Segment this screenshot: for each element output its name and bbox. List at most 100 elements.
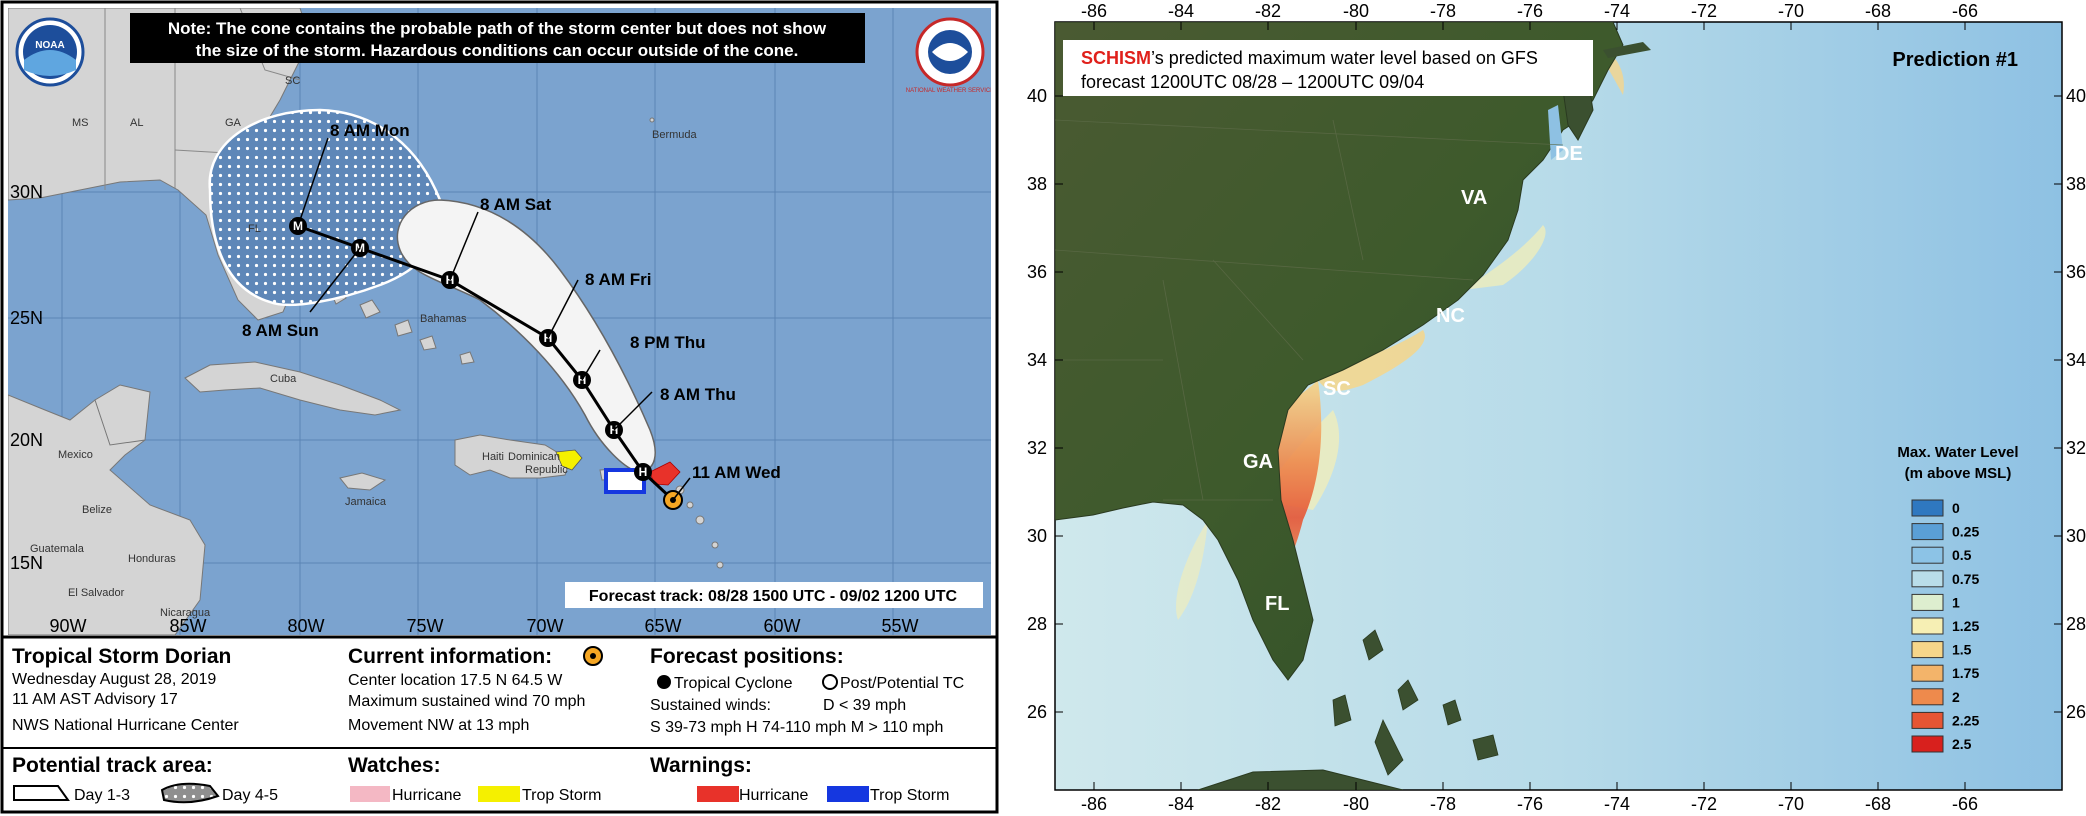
top-lon-82: -82 (1255, 1, 1281, 21)
legend-swatch (1911, 523, 1944, 541)
bottom-lon-74: -74 (1604, 794, 1630, 814)
track-label-8am-sat: 8 AM Sat (480, 195, 552, 214)
legend-swatch (1911, 499, 1944, 517)
day1-3-swatch-icon (13, 785, 70, 801)
storm-date: Wednesday August 28, 2019 (12, 671, 216, 688)
bottom-lon-70: -70 (1778, 794, 1804, 814)
lon-65w: 65W (644, 616, 681, 636)
graticule (8, 8, 991, 635)
region-fl: FL (248, 223, 261, 235)
left-lat-32: 32 (1027, 438, 1047, 458)
region-ga: GA (225, 117, 242, 129)
forecast-title: Forecast positions: (650, 645, 844, 668)
lat-15n: 15N (10, 553, 43, 573)
legend-swatch (1911, 664, 1944, 682)
warnings-hurricane: Hurricane (739, 787, 808, 804)
forecast-shm: S 39-73 mph H 74-110 mph M > 110 mph (650, 719, 943, 736)
region-ms: MS (72, 117, 89, 129)
top-lon-70: -70 (1778, 1, 1804, 21)
region-republic: Republic (525, 464, 568, 476)
right-lat-38: 38 (2066, 174, 2086, 194)
trop-storm-watch (555, 449, 583, 471)
lon-70w: 70W (526, 616, 563, 636)
track-area-title: Potential track area: (12, 754, 213, 777)
trop-storm-warning-swatch (827, 786, 869, 802)
day4-5-swatch-icon (160, 782, 220, 804)
lon-85w: 85W (169, 616, 206, 636)
region-cuba: Cuba (270, 373, 297, 385)
legend-swatch (1911, 593, 1944, 611)
post-tc-icon (822, 674, 838, 690)
trop-storm-watch-swatch (478, 786, 520, 802)
legend-label: 0.75 (1952, 571, 1979, 587)
water-level-legend: Max. Water Level (m above MSL) 0 0.25 0.5 0… (1897, 444, 2019, 753)
warnings-trop: Trop Storm (870, 787, 949, 804)
legend-swatch (1911, 570, 1944, 588)
lon-90w: 90W (49, 616, 86, 636)
top-lon-86: -86 (1081, 1, 1107, 21)
top-lon-68: -68 (1865, 1, 1891, 21)
bottom-lon-82: -82 (1255, 794, 1281, 814)
marker-h-1: H (639, 465, 648, 479)
track-label-8pm-thu: 8 PM Thu (630, 333, 706, 352)
top-lon-72: -72 (1691, 1, 1717, 21)
cone-day1-3 (396, 199, 656, 473)
warnings-title: Warnings: (650, 754, 752, 777)
region-nicaragua: Nicaragua (160, 607, 211, 619)
current-wind: Maximum sustained wind 70 mph (348, 693, 585, 710)
track-label-8am-sun: 8 AM Sun (242, 321, 319, 340)
title-rest: ’s predicted maximum water level based o… (1151, 48, 1538, 68)
lon-55w: 55W (881, 616, 918, 636)
storm-center: NWS National Hurricane Center (12, 717, 239, 734)
right-lat-36: 36 (2066, 262, 2086, 282)
storm-advisory: 11 AM AST Advisory 17 (12, 691, 178, 708)
lat-30n: 30N (10, 182, 43, 202)
top-lon-74: -74 (1604, 1, 1630, 21)
right-lat-30: 30 (2066, 526, 2086, 546)
legend-title-1: Max. Water Level (1897, 444, 2018, 461)
legend-swatch (1911, 641, 1944, 659)
legend-swatch (1911, 735, 1944, 753)
state-fl: FL (1265, 593, 1289, 615)
lat-25n: 25N (10, 308, 43, 328)
track-label-8am-thu: 8 AM Thu (660, 385, 736, 404)
legend-label: 2.25 (1952, 712, 1979, 728)
legend-label: 2.5 (1952, 736, 1972, 752)
right-lat-26: 26 (2066, 702, 2086, 722)
state-sc: SC (1323, 378, 1351, 400)
region-haiti: Haiti (482, 451, 504, 463)
bottom-lon-68: -68 (1865, 794, 1891, 814)
region-honduras: Honduras (128, 553, 176, 565)
track-area-day13: Day 1-3 (74, 787, 130, 804)
legend-label: 0.25 (1952, 524, 1979, 540)
legend-swatch (1911, 688, 1944, 706)
us-land (1055, 22, 1624, 681)
watches-trop: Trop Storm (522, 787, 601, 804)
bottom-lon-66: -66 (1952, 794, 1978, 814)
nhc-cone-panel: H H H H H M M 8 AM Mon 8 AM Sat 8 AM Fri… (0, 0, 1003, 816)
legend-label: 1.5 (1952, 642, 1972, 658)
mexico-central-america (8, 389, 206, 635)
watches-title: Watches: (348, 754, 441, 777)
note-line-2: the size of the storm. Hazardous conditi… (196, 41, 799, 60)
region-sc: SC (285, 75, 300, 87)
legend-label: 1.25 (1952, 618, 1979, 634)
bottom-lon-76: -76 (1517, 794, 1543, 814)
current-movement: Movement NW at 13 mph (348, 717, 529, 734)
legend-label: 0.5 (1952, 547, 1972, 563)
region-mexico: Mexico (58, 449, 93, 461)
bottom-lon-78: -78 (1430, 794, 1456, 814)
region-al: AL (130, 117, 143, 129)
region-belize: Belize (82, 504, 112, 516)
state-va: VA (1461, 187, 1487, 209)
legend-swatch (1911, 617, 1944, 635)
top-lon-80: -80 (1343, 1, 1369, 21)
note-box (130, 13, 865, 63)
title-box (1063, 40, 1593, 96)
top-lon-84: -84 (1168, 1, 1194, 21)
cuba (1197, 769, 1404, 790)
lon-60w: 60W (763, 616, 800, 636)
legend-label: 1.75 (1952, 665, 1979, 681)
current-location: Center location 17.5 N 64.5 W (348, 672, 563, 689)
left-lat-38: 38 (1027, 174, 1047, 194)
